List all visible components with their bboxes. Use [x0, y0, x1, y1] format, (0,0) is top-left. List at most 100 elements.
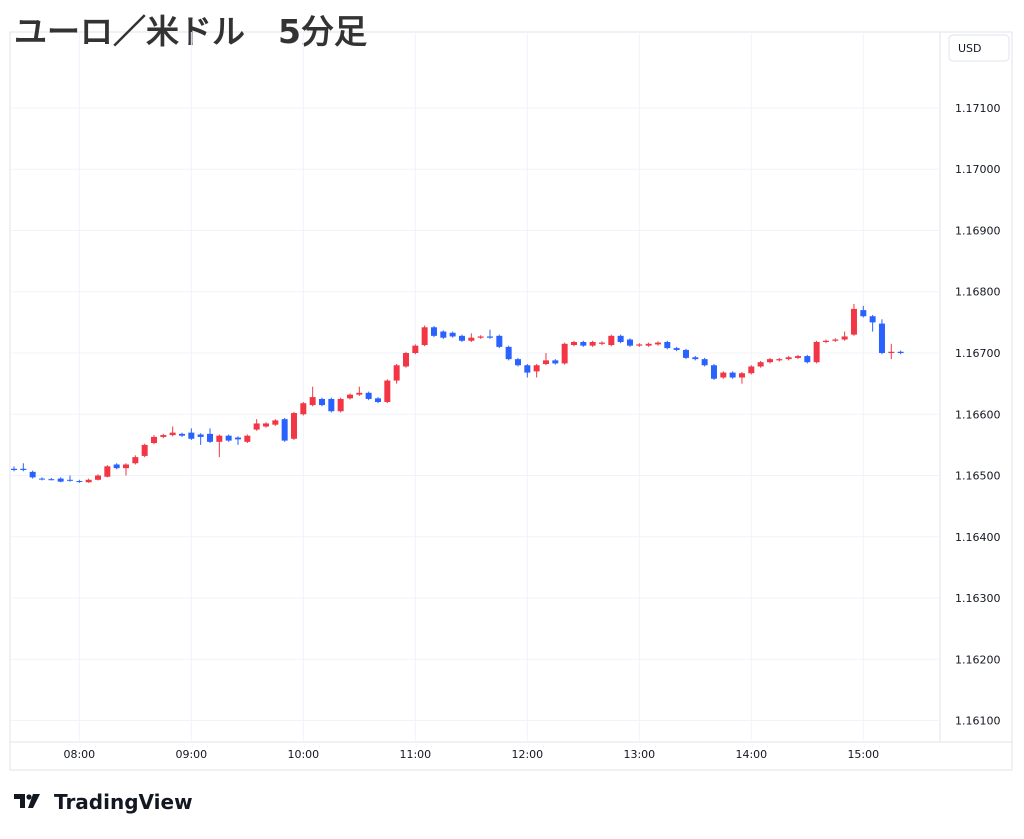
- candle-body: [552, 360, 559, 364]
- candle-body: [561, 343, 568, 364]
- candle-body: [589, 341, 596, 346]
- chart-title: ユーロ／米ドル 5分足: [14, 12, 367, 51]
- x-tick-label: 09:00: [175, 748, 207, 761]
- candle-body: [262, 423, 269, 427]
- candle-body: [272, 420, 279, 425]
- y-tick-label: 1.16100: [955, 715, 1001, 728]
- y-tick-label: 1.16900: [955, 224, 1001, 237]
- candle-body: [393, 365, 400, 381]
- x-tick-label: 08:00: [63, 748, 95, 761]
- candle-body: [384, 380, 391, 403]
- candle-body: [244, 435, 251, 442]
- candle-body: [664, 341, 671, 349]
- candle-body: [104, 466, 111, 477]
- candle-body: [486, 336, 493, 338]
- candle-body: [710, 365, 717, 379]
- candle-body: [477, 336, 484, 338]
- y-tick-label: 1.17000: [955, 163, 1001, 176]
- candle-body: [804, 356, 811, 363]
- candle-body: [57, 478, 64, 482]
- candle-body: [38, 478, 45, 480]
- candle-body: [76, 481, 83, 483]
- candle-body: [290, 413, 297, 439]
- y-tick-label: 1.16500: [955, 470, 1001, 483]
- candle-body: [822, 340, 829, 342]
- candle-body: [776, 359, 783, 361]
- candle-body: [48, 479, 55, 481]
- candle-body: [225, 435, 232, 441]
- candle-body: [253, 423, 260, 430]
- candle-body: [617, 335, 624, 342]
- candle-body: [440, 331, 447, 338]
- candle-body: [757, 362, 764, 367]
- candle-body: [85, 479, 92, 483]
- candle-body: [188, 432, 195, 439]
- x-tick-label: 11:00: [399, 748, 431, 761]
- candle-body: [608, 335, 615, 346]
- candle-body: [113, 464, 120, 469]
- candle-body: [346, 394, 353, 399]
- candle-body: [524, 365, 531, 373]
- candle-body: [720, 372, 727, 378]
- brand-logo: [14, 794, 40, 808]
- candle-body: [570, 341, 577, 346]
- candle-body: [738, 373, 745, 378]
- candle-body: [365, 392, 372, 399]
- candle-body: [29, 471, 36, 478]
- candle-body: [692, 357, 699, 360]
- candle-body: [412, 345, 419, 354]
- candle-body: [813, 341, 820, 363]
- candle-body: [449, 332, 456, 337]
- candle-body: [356, 392, 363, 395]
- candle-body: [897, 351, 904, 354]
- candle-body: [701, 359, 708, 366]
- candle-body: [132, 457, 139, 464]
- candle-body: [11, 468, 17, 471]
- candle-body: [468, 337, 475, 341]
- candle-body: [122, 464, 129, 469]
- candle-body: [682, 349, 689, 358]
- candle-body: [514, 359, 521, 366]
- y-tick-label: 1.16400: [955, 531, 1001, 544]
- candle-body: [580, 341, 587, 346]
- candle-body: [766, 359, 773, 363]
- y-tick-label: 1.16800: [955, 286, 1001, 299]
- candle-body: [374, 398, 381, 403]
- candle-body: [505, 346, 512, 360]
- candle-body: [794, 356, 801, 358]
- candle-body: [300, 403, 307, 415]
- candle-body: [206, 433, 213, 442]
- candle-body: [673, 348, 680, 350]
- candle-body: [542, 360, 549, 365]
- candle-body: [402, 353, 409, 367]
- candle-body: [66, 479, 73, 481]
- y-tick-label: 1.17100: [955, 102, 1001, 115]
- candle-body: [496, 335, 503, 347]
- candle-body: [197, 434, 204, 437]
- candle-body: [878, 323, 885, 354]
- candle-body: [281, 419, 288, 441]
- y-tick-label: 1.16200: [955, 653, 1001, 666]
- candle-body: [654, 342, 661, 345]
- candle-body: [458, 335, 465, 341]
- candle-body: [832, 339, 839, 341]
- candle-body: [785, 357, 792, 360]
- candle-body: [869, 316, 876, 323]
- candle-body: [430, 327, 437, 336]
- candle-body: [150, 436, 157, 444]
- candle-body: [141, 444, 148, 456]
- y-tick-label: 1.16300: [955, 592, 1001, 605]
- candle-body: [160, 435, 167, 437]
- candle-body: [729, 372, 736, 378]
- candle-body: [169, 432, 176, 436]
- candle-body: [860, 310, 867, 317]
- candle-body: [850, 308, 857, 335]
- candle-body: [234, 437, 241, 440]
- currency-label: USD: [958, 42, 982, 55]
- x-tick-label: 10:00: [287, 748, 319, 761]
- currency-box: [948, 34, 1010, 62]
- candle-body: [309, 397, 316, 406]
- candle-body: [94, 475, 101, 480]
- x-tick-label: 12:00: [511, 748, 543, 761]
